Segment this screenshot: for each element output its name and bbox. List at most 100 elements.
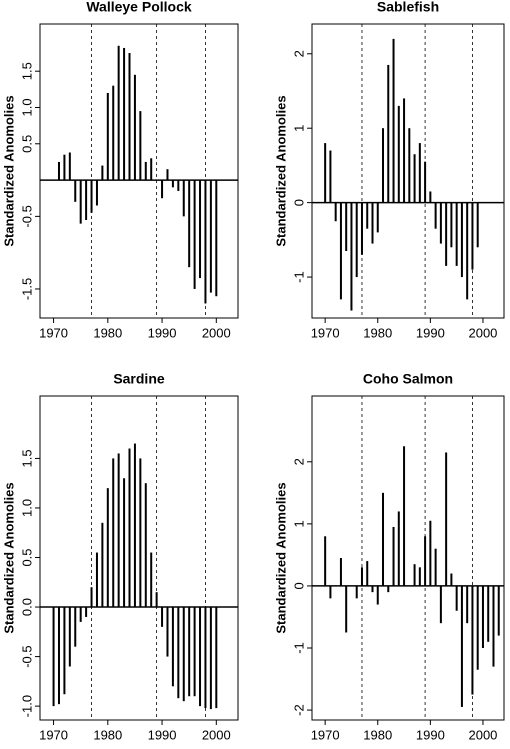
y-tick-label: -0.5: [19, 645, 34, 667]
x-tick-label: 1990: [416, 325, 445, 340]
bar: [334, 202, 337, 222]
x-tick-label: 2000: [468, 325, 497, 340]
y-tick-label: -1: [291, 271, 306, 283]
bar: [418, 567, 421, 586]
bar: [424, 161, 427, 203]
bar: [382, 128, 385, 203]
y-tick-label: -0.5: [19, 205, 34, 227]
y-tick-label: 1.5: [19, 62, 34, 80]
y-axis-label: Standardized Anomolies: [273, 482, 288, 633]
bar: [413, 154, 416, 203]
x-tick-label: 1970: [39, 727, 68, 742]
bar: [408, 128, 411, 203]
bar: [171, 180, 174, 188]
bar: [68, 607, 71, 667]
bar: [188, 180, 191, 268]
bar: [139, 111, 142, 181]
bar: [171, 607, 174, 687]
bar: [74, 607, 77, 647]
y-axis-label: Standardized Anomolies: [273, 95, 288, 246]
bar: [324, 536, 327, 586]
bar: [57, 161, 60, 181]
bar: [360, 202, 363, 255]
bar: [90, 180, 93, 213]
chart-title: Sablefish: [377, 0, 439, 15]
bar: [329, 585, 332, 599]
bar: [204, 607, 207, 709]
bar: [133, 74, 136, 181]
bar: [68, 152, 71, 181]
y-tick-label: 1.0: [19, 499, 34, 517]
x-tick-label: 1970: [311, 727, 340, 742]
bar: [392, 526, 395, 586]
bar: [85, 180, 88, 220]
bar: [128, 448, 131, 608]
bar: [123, 47, 126, 181]
bar: [476, 585, 479, 670]
bar: [155, 592, 158, 608]
y-tick-label: -1.5: [19, 278, 34, 300]
bar: [215, 180, 218, 297]
bar: [339, 558, 342, 586]
bar: [199, 607, 202, 707]
chart-title: Coho Salmon: [363, 371, 453, 387]
bar: [139, 458, 142, 608]
bar: [204, 180, 207, 304]
bar: [476, 202, 479, 248]
x-tick-label: 2000: [202, 325, 231, 340]
y-axis-label: Standardized Anomolies: [1, 95, 16, 246]
bar: [324, 143, 327, 203]
bar: [413, 564, 416, 586]
bar: [360, 567, 363, 586]
y-tick-label: 2: [291, 458, 306, 465]
bar: [329, 150, 332, 203]
bar: [161, 180, 164, 199]
bar: [112, 458, 115, 608]
y-tick-label: 0: [291, 199, 306, 206]
y-tick-label: 0.5: [19, 135, 34, 153]
y-axis-label: Standardized Anomolies: [1, 482, 16, 633]
bar: [376, 202, 379, 233]
bar: [117, 453, 120, 608]
bar: [63, 154, 66, 181]
bar: [439, 202, 442, 244]
bar: [199, 180, 202, 279]
bar: [429, 520, 432, 586]
bar: [424, 536, 427, 586]
bar: [209, 607, 212, 710]
bar: [101, 522, 104, 608]
bar: [487, 585, 490, 642]
bar: [90, 587, 93, 608]
bar: [182, 180, 185, 217]
bar: [382, 492, 385, 586]
bar: [150, 158, 153, 181]
x-tick-label: 1980: [363, 727, 392, 742]
bar: [215, 607, 218, 709]
bar: [445, 452, 448, 586]
bar: [466, 202, 469, 300]
bar: [460, 202, 463, 278]
bar: [450, 202, 453, 248]
bar: [101, 165, 104, 181]
bar: [403, 98, 406, 203]
bar: [497, 585, 500, 636]
bar: [434, 202, 437, 229]
bar: [85, 607, 88, 617]
bar: [387, 64, 390, 203]
y-tick-label: -1.0: [19, 695, 34, 717]
bar: [418, 143, 421, 203]
bar: [350, 202, 353, 311]
y-tick-label: 0: [291, 582, 306, 589]
bar: [492, 585, 495, 667]
plot-frame: [39, 23, 239, 319]
bar: [371, 202, 374, 244]
x-tick-label: 1980: [93, 727, 122, 742]
bar: [387, 585, 390, 593]
bar: [450, 573, 453, 586]
bar: [371, 585, 374, 593]
bar: [397, 105, 400, 203]
bar: [144, 161, 147, 181]
bar: [177, 180, 180, 191]
bar: [345, 585, 348, 633]
